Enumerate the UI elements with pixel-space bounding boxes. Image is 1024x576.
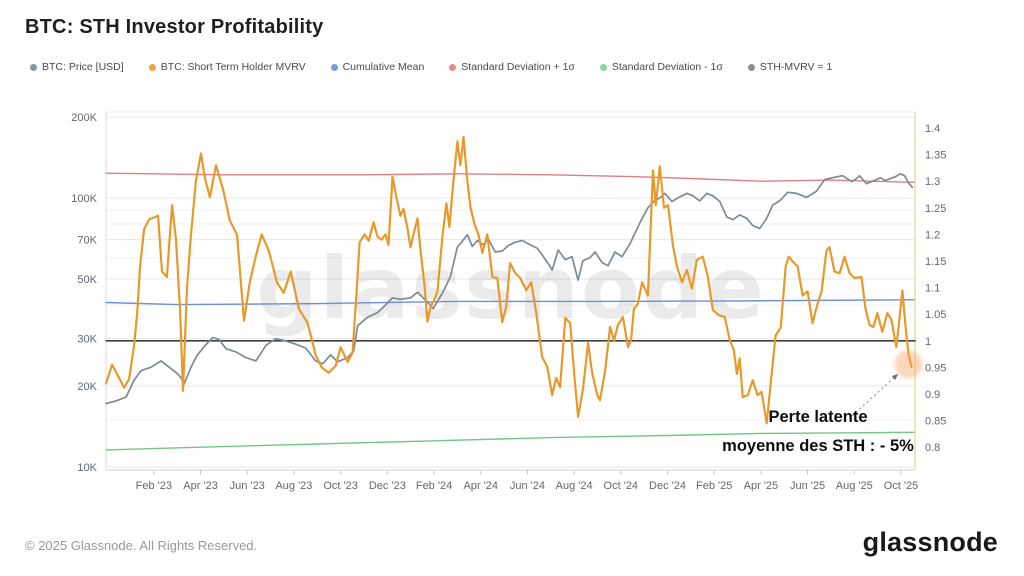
series-standard-deviation-1-line bbox=[105, 172, 915, 183]
glassnode-watermark: glassnode bbox=[256, 239, 766, 339]
right-axis-tick-label: 1.35 bbox=[925, 150, 946, 162]
annotation-line-2: moyenne des STH : - 5% bbox=[722, 437, 914, 455]
right-axis-tick-label: 0.8 bbox=[925, 442, 940, 454]
x-axis-tick-label: Apr '24 bbox=[463, 480, 498, 492]
x-axis-tick-label: Oct '25 bbox=[884, 480, 919, 492]
left-axis-tick-label: 200K bbox=[71, 112, 97, 124]
x-axis-tick-label: Feb '24 bbox=[416, 480, 452, 492]
legend-item-5[interactable]: STH-MVRV = 1 bbox=[747, 61, 833, 73]
right-axis-tick-label: 1.1 bbox=[925, 283, 940, 295]
x-axis-tick-label: Aug '24 bbox=[556, 480, 593, 492]
right-axis-tick-label: 0.85 bbox=[925, 416, 946, 428]
x-axis-tick-label: Jun '24 bbox=[510, 480, 545, 492]
copyright-text: © 2025 Glassnode. All Rights Reserved. bbox=[25, 538, 258, 553]
x-axis-tick-label: Dec '23 bbox=[369, 480, 406, 492]
glassnode-logo: glassnode bbox=[862, 527, 998, 557]
page-title: BTC: STH Investor Profitability bbox=[25, 16, 324, 38]
right-axis-tick-label: 0.95 bbox=[925, 362, 946, 374]
legend-item-0[interactable]: BTC: Price [USD] bbox=[30, 61, 124, 73]
legend-dot bbox=[599, 63, 607, 71]
legend-item-3[interactable]: Standard Deviation + 1σ bbox=[449, 61, 575, 73]
annotation-arrow-line bbox=[851, 373, 899, 417]
series-cumulative-mean-line bbox=[105, 299, 915, 306]
right-axis-tick-label: 1.4 bbox=[925, 123, 940, 135]
legend-item-4[interactable]: Standard Deviation - 1σ bbox=[599, 61, 723, 73]
annotation-arrowhead bbox=[891, 374, 898, 380]
series-btc-price-usd-line bbox=[105, 172, 914, 405]
chart-legend: BTC: Price [USD] BTC: Short Term Holder M… bbox=[30, 61, 832, 73]
legend-dot bbox=[30, 63, 37, 71]
x-axis-tick-label: Jun '23 bbox=[230, 480, 265, 492]
legend-label: BTC: Price [USD] bbox=[42, 61, 124, 73]
x-axis-tick-label: Aug '23 bbox=[275, 480, 312, 492]
left-axis-tick-label: 20K bbox=[77, 381, 97, 393]
latent-loss-highlight-circle bbox=[894, 350, 923, 379]
x-axis-tick-label: Apr '25 bbox=[744, 480, 779, 492]
legend-dot bbox=[330, 63, 338, 71]
legend-dot bbox=[148, 63, 156, 71]
left-axis-tick-label: 70K bbox=[77, 235, 97, 247]
series-btc-short-term-holder-mvrv-line bbox=[104, 135, 913, 425]
latent-loss-annotation: Perte latente moyenne des STH : - 5% bbox=[700, 403, 936, 461]
legend-item-1[interactable]: BTC: Short Term Holder MVRV bbox=[148, 61, 306, 73]
x-axis-tick-label: Oct '24 bbox=[604, 480, 639, 492]
legend-label: STH-MVRV = 1 bbox=[759, 61, 833, 73]
legend-dot bbox=[449, 63, 457, 71]
x-axis-tick-label: Aug '25 bbox=[836, 480, 873, 492]
legend-dot bbox=[747, 63, 755, 71]
left-axis-tick-label: 50K bbox=[77, 274, 97, 286]
right-axis-tick-label: 1.2 bbox=[925, 229, 940, 241]
left-axis-tick-label: 100K bbox=[71, 193, 97, 205]
legend-label: Cumulative Mean bbox=[342, 61, 425, 73]
right-axis-tick-label: 1.05 bbox=[925, 309, 946, 321]
right-axis-tick-label: 1 bbox=[925, 336, 931, 348]
x-axis-tick-label: Feb '23 bbox=[136, 480, 172, 492]
left-axis-tick-label: 10K bbox=[77, 462, 97, 474]
x-axis-tick-label: Apr '23 bbox=[183, 480, 218, 492]
x-axis-tick-label: Oct '23 bbox=[323, 480, 358, 492]
legend-label: BTC: Short Term Holder MVRV bbox=[160, 61, 306, 73]
legend-label: Standard Deviation + 1σ bbox=[461, 61, 575, 73]
annotation-line-1: Perte latente bbox=[768, 408, 868, 426]
x-axis-tick-label: Dec '24 bbox=[649, 480, 686, 492]
right-axis-tick-label: 1.15 bbox=[925, 256, 946, 268]
right-axis-tick-label: 1.25 bbox=[925, 203, 946, 215]
legend-label: Standard Deviation - 1σ bbox=[611, 61, 723, 73]
x-axis-tick-label: Jun '25 bbox=[790, 480, 825, 492]
left-axis-tick-label: 30K bbox=[77, 334, 97, 346]
right-axis-tick-label: 1.3 bbox=[925, 176, 940, 188]
series-standard-deviation-1-line bbox=[105, 431, 915, 451]
right-axis-tick-label: 0.9 bbox=[925, 389, 940, 401]
legend-item-2[interactable]: Cumulative Mean bbox=[330, 61, 425, 73]
x-axis-tick-label: Feb '25 bbox=[696, 480, 732, 492]
